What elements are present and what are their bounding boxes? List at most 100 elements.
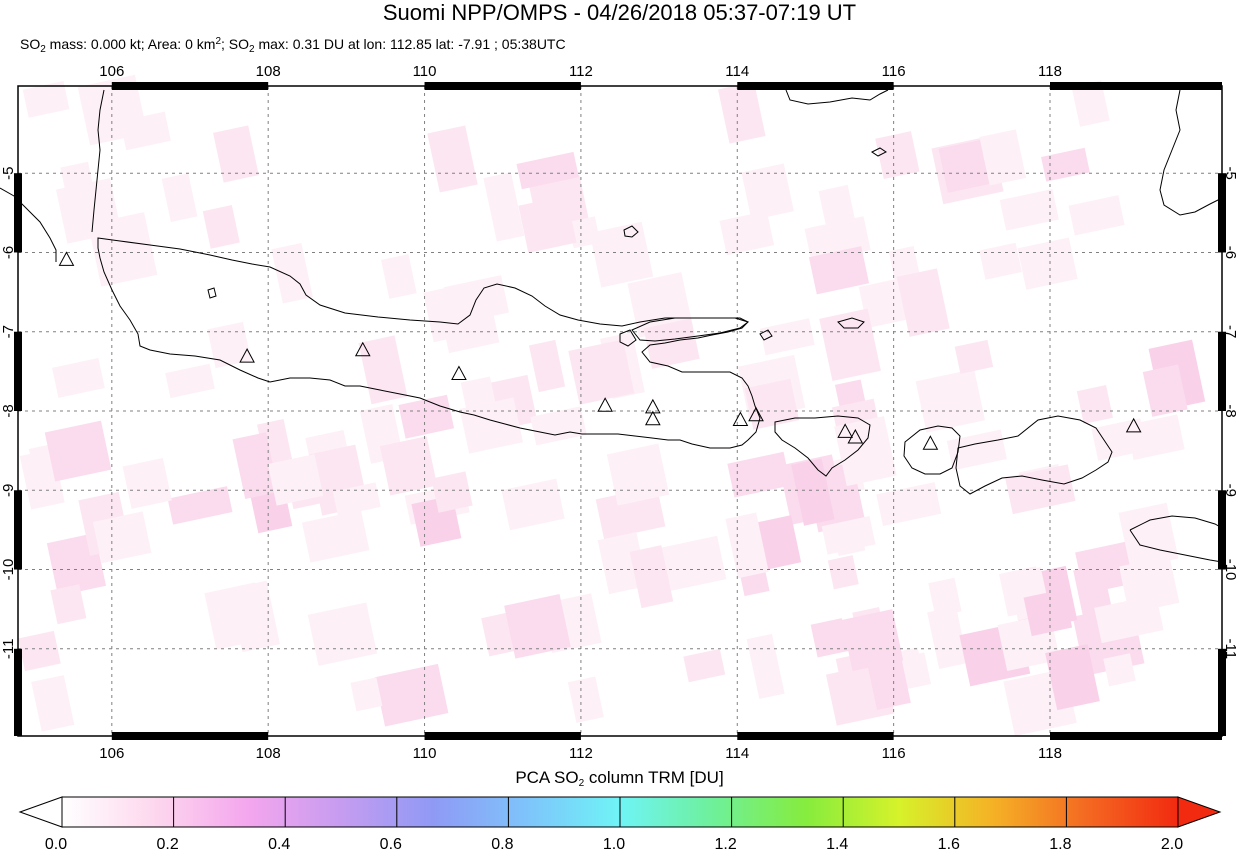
so2-cell	[1068, 195, 1125, 236]
lon-tick-label-top: 112	[569, 63, 593, 80]
coastline-sumba	[1129, 515, 1223, 563]
coastline-islet-6	[759, 329, 773, 341]
so2-cell-rect	[228, 580, 281, 653]
colorbar-title-suffix: column TRM [DU]	[584, 768, 724, 787]
so2-cell-rect	[1094, 594, 1164, 644]
coastline-islet-2	[837, 317, 865, 329]
volcano-icon	[847, 428, 864, 444]
axis-bar-right	[1218, 648, 1226, 736]
volcano-icon	[451, 365, 467, 381]
so2-cell	[643, 318, 700, 369]
so2-cell	[568, 339, 635, 405]
so2-cell-rect	[928, 577, 962, 617]
so2-cell	[928, 577, 962, 617]
lon-tick-label-top: 110	[413, 63, 437, 80]
so2-cell-rect	[232, 432, 279, 500]
so2-cell-rect	[518, 195, 577, 253]
colorbar-tick-label: 1.6	[937, 836, 960, 853]
colorbar-title-prefix: PCA SO	[515, 768, 579, 787]
so2-cell-rect	[821, 516, 876, 555]
so2-cell-rect	[213, 125, 259, 183]
so2-cell	[232, 432, 279, 500]
so2-cell	[655, 535, 727, 593]
lon-tick-label-bottom: 112	[569, 745, 593, 760]
so2-cell-rect	[819, 308, 881, 382]
lon-tick-label-bottom: 118	[1038, 745, 1062, 760]
colorbar	[18, 796, 1222, 828]
lon-tick-label-bottom: 106	[99, 745, 124, 760]
so2-cell-rect	[1071, 80, 1110, 127]
so2-cell	[863, 640, 911, 710]
colorbar-ticks	[61, 797, 1179, 827]
lat-tick-label-right: -6	[1222, 246, 1239, 259]
so2-pixel-layer	[18, 74, 1206, 737]
so2-cell-rect	[1091, 418, 1148, 461]
so2-cell-rect	[818, 184, 859, 241]
axis-bar-left	[14, 648, 22, 736]
so2-cell-rect	[946, 429, 1007, 471]
axis-bar-top	[737, 82, 894, 90]
map-subtitle: SO2 mass: 0.000 kt; Area: 0 km2; SO2 max…	[20, 36, 566, 55]
so2-cell	[460, 376, 496, 410]
so2-cell-rect	[741, 163, 794, 221]
lat-tick-label-left: -7	[0, 325, 17, 338]
lon-tick-label-top: 108	[256, 63, 281, 80]
so2-cell-rect	[122, 457, 172, 509]
max-prefix: ; SO	[221, 36, 250, 52]
mass-prefix: SO	[20, 36, 41, 52]
colorbar-min-arrow	[18, 796, 63, 828]
volcano-icon	[748, 406, 764, 422]
so2-cell	[719, 210, 775, 256]
so2-cell	[1076, 385, 1113, 424]
so2-cell-rect	[516, 151, 579, 190]
so2-cell-rect	[207, 321, 252, 369]
so2-cell-rect	[44, 420, 112, 482]
so2-cell-rect	[504, 594, 571, 659]
colorbar-tick-label: 1.4	[826, 836, 849, 853]
so2-cell	[332, 482, 381, 516]
so2-cell-rect	[1023, 589, 1073, 637]
coastline-sulawesi	[1159, 89, 1223, 216]
colorbar-title: PCA SO2 column TRM [DU]	[0, 768, 1239, 789]
so2-cell	[629, 545, 674, 609]
so2-cell-rect	[358, 335, 408, 405]
colorbar-title-subscript: 2	[578, 778, 585, 789]
so2-cell-rect	[267, 454, 324, 506]
so2-cell	[423, 285, 467, 343]
so2-cell	[791, 458, 835, 526]
so2-cell	[979, 129, 1027, 186]
so2-cell-rect	[1068, 195, 1125, 236]
axis-bar-bottom	[111, 732, 269, 740]
so2-cell-rect	[863, 640, 911, 710]
so2-cell	[50, 584, 87, 625]
so2-cell	[350, 677, 383, 712]
so2-cell	[459, 397, 523, 454]
so2-cell	[1071, 80, 1110, 127]
so2-cell-rect	[18, 630, 61, 672]
so2-cell-rect	[460, 376, 496, 410]
max-subscript: 2	[249, 44, 255, 55]
so2-cell-rect	[1017, 237, 1078, 290]
so2-cell	[999, 188, 1059, 231]
so2-cell	[808, 246, 870, 295]
so2-cell-rect	[746, 633, 785, 699]
lon-tick-label-top: 118	[1038, 63, 1062, 80]
so2-cell-rect	[875, 131, 920, 180]
so2-cell	[741, 163, 794, 221]
coastline-islet-1	[623, 225, 639, 238]
coastline-bali	[774, 415, 871, 477]
so2-cell	[896, 268, 950, 337]
so2-cell-rect	[52, 358, 105, 398]
so2-cell	[202, 205, 240, 249]
so2-cell	[1045, 644, 1100, 711]
so2-cell-rect	[431, 471, 473, 513]
so2-cell-rect	[979, 242, 1022, 280]
so2-cell	[810, 618, 849, 658]
axis-bar-left	[14, 173, 22, 253]
so2-cell	[518, 195, 577, 253]
colorbar-tick-label: 1.0	[602, 836, 626, 853]
so2-cell-rect	[423, 285, 467, 343]
lon-tick-label-bottom: 108	[256, 745, 281, 760]
so2-cell	[165, 363, 215, 399]
volcano-markers	[58, 251, 1142, 450]
